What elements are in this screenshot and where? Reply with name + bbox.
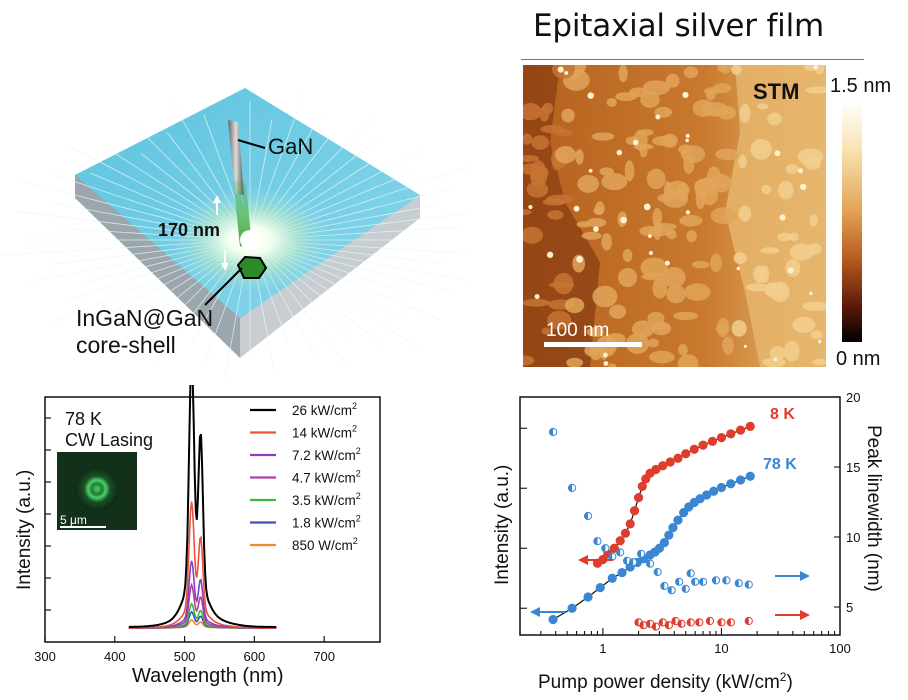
data-point-78k	[607, 573, 617, 583]
data-point-8k	[689, 444, 699, 454]
fit-line-78k	[552, 475, 751, 621]
pump-x-tick-label: 10	[714, 641, 728, 656]
data-point-8k	[745, 421, 755, 431]
core-shell-hexagon	[236, 255, 268, 279]
data-point-78k	[735, 475, 746, 485]
spectra-x-tick-label: 600	[244, 649, 266, 664]
data-point-78k	[617, 568, 627, 578]
scale-bar-label: 100 nm	[546, 320, 609, 341]
data-point-78k	[668, 523, 678, 533]
spectrum-curve-26-kw-cm2	[128, 385, 277, 628]
data-point-78k	[702, 490, 712, 500]
title-divider	[521, 59, 864, 60]
distance-label: 170 nm	[158, 220, 220, 240]
data-point-8k	[633, 493, 644, 503]
spectra-x-tick-label: 700	[313, 649, 335, 664]
data-point-78k	[664, 530, 674, 540]
spectra-y-ticks	[45, 417, 51, 611]
data-point-8k	[707, 436, 718, 446]
data-point-8k	[665, 457, 675, 467]
spectra-x-ticks: 300 400 500 600 700	[34, 636, 335, 664]
data-point-8k	[673, 453, 683, 463]
pump-y2-tick-label: 15	[846, 460, 860, 475]
legend-entry: 14 kW/cm2	[292, 424, 357, 441]
gan-nanowire	[228, 120, 244, 195]
data-point-78k	[583, 592, 593, 602]
data-point-8k	[681, 449, 691, 459]
legend-entry: 3.5 kW/cm2	[292, 491, 361, 508]
data-point-8k	[735, 425, 746, 435]
data-point-78k	[659, 538, 669, 548]
stm-panel: STM 100 nm 1.5 nm 0 nm	[523, 65, 891, 370]
spectra-chart: 300 400 500 600 700 78 K CW Lasing 5 μm 26 k…	[14, 385, 381, 687]
data-point-8k	[625, 519, 635, 529]
legend-entry: 850 W/cm2	[292, 536, 358, 553]
legend-entry: 1.8 kW/cm2	[292, 514, 361, 531]
data-point-8k	[698, 440, 708, 450]
lasing-inset-image	[57, 452, 137, 530]
pump-x-tick-label: 100	[829, 641, 851, 656]
gan-label: GaN	[268, 134, 313, 159]
mode-label: CW Lasing	[65, 430, 153, 450]
pump-x-tick-label: 1	[599, 641, 606, 656]
data-point-8k	[637, 481, 647, 491]
label-8k: 8 K	[770, 406, 795, 423]
data-point-8k	[629, 506, 640, 516]
pump-plot-frame	[519, 396, 841, 636]
spectra-legend: 26 kW/cm2 14 kW/cm2 7.2 kW/cm2 4.7 kW/cm2 3.…	[250, 401, 361, 553]
temperature-label: 78 K	[65, 409, 102, 429]
data-point-8k	[615, 536, 625, 546]
data-point-8k	[716, 433, 727, 443]
spectra-plot-frame	[44, 396, 381, 643]
colorbar	[842, 102, 862, 342]
pump-data-points	[530, 421, 810, 631]
nanowire-schematic: GaN 170 nm InGaN@GaN core-shell	[0, 88, 470, 380]
data-point-8k	[726, 429, 736, 439]
data-point-78k	[709, 486, 719, 496]
data-point-78k	[726, 479, 736, 489]
pump-axis-ticks: 1 10 100 5 10 15 20	[519, 390, 860, 656]
pump-y-axis-label-left: Intensity (a.u.)	[492, 465, 513, 585]
pump-y2-tick-label: 10	[846, 530, 860, 545]
data-point-78k	[716, 482, 727, 493]
stm-islands	[523, 65, 826, 367]
data-point-78k	[548, 614, 558, 625]
colorbar-min-label: 0 nm	[836, 348, 880, 370]
data-point-78k	[595, 583, 605, 593]
pump-y-axis-label-right: Peak linewidth (nm)	[863, 425, 884, 592]
scale-bar	[544, 342, 642, 347]
core-label-line2: core-shell	[76, 332, 176, 358]
spectra-curves	[128, 385, 277, 629]
core-label-line1: InGaN@GaN	[76, 305, 213, 331]
spectra-x-tick-label: 500	[174, 649, 196, 664]
legend-entry: 26 kW/cm2	[292, 401, 357, 418]
spectra-x-axis-label: Wavelength (nm)	[132, 665, 284, 687]
data-point-78k	[745, 471, 755, 481]
spectrum-curve-14-kw-cm2	[128, 501, 277, 629]
label-78k: 78 K	[763, 456, 797, 473]
legend-entry: 7.2 kW/cm2	[292, 446, 361, 463]
data-point-78k	[673, 515, 683, 525]
data-point-78k	[567, 603, 577, 613]
legend-entry: 4.7 kW/cm2	[292, 469, 361, 486]
spectra-y-axis-label: Intensity (a.u.)	[14, 470, 35, 590]
spectra-x-tick-label: 400	[104, 649, 126, 664]
data-point-8k	[658, 461, 668, 471]
spectra-x-tick-label: 300	[34, 649, 56, 664]
data-point-8k	[620, 528, 631, 538]
film-title: Epitaxial silver film	[533, 8, 824, 44]
data-point-8k	[651, 464, 661, 475]
colorbar-max-label: 1.5 nm	[830, 75, 891, 97]
pump-x-axis-label: Pump power density (kW/cm2)	[538, 670, 793, 693]
inset-scale-label: 5 μm	[60, 513, 87, 527]
pump-y2-tick-label: 5	[846, 600, 853, 615]
stm-label: STM	[753, 79, 799, 104]
pump-y2-tick-label: 20	[846, 390, 860, 405]
